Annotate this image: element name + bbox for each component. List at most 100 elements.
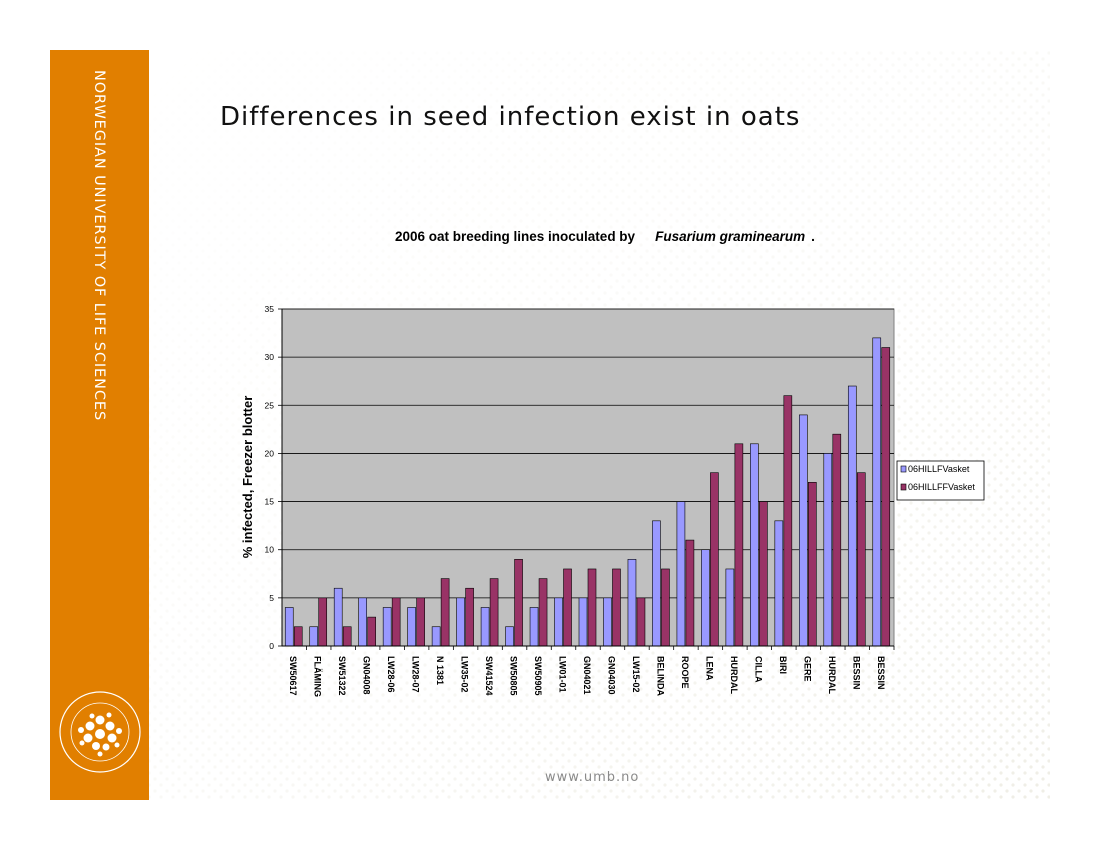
bar-series-2: [440, 578, 450, 647]
x-tick-label: GN04008: [362, 656, 372, 695]
bar-series-1: [480, 607, 490, 647]
x-tick-label: LW15-02: [631, 656, 641, 693]
bar-series-1: [676, 501, 686, 647]
bar-series-1: [652, 520, 661, 647]
bar-series-1: [456, 597, 465, 647]
bar-series-1: [554, 597, 563, 647]
bar-series-1: [309, 626, 319, 647]
y-tick-label: 30: [265, 352, 275, 362]
bar-series-1: [627, 559, 637, 647]
bar-series-1: [872, 337, 882, 647]
chart-title-main: 2006 oat breeding lines inoculated by: [395, 229, 636, 244]
bar-series-2: [587, 568, 597, 647]
bar-series-1: [725, 568, 735, 647]
bar-series-2: [367, 616, 376, 647]
bar-series-2: [734, 443, 744, 647]
bar-series-2: [465, 587, 474, 647]
x-tick-label: GN04030: [606, 656, 616, 695]
bar-series-1: [505, 626, 514, 647]
x-tick-label: SW50805: [509, 656, 519, 696]
bar-series-1: [701, 549, 710, 647]
x-tick-label: BIRI: [778, 656, 788, 674]
university-logo: [59, 691, 141, 773]
slide: NORWEGIAN UNIVERSITY OF LIFE SCIENCES Di…: [50, 50, 1050, 800]
bar-series-1: [284, 607, 294, 647]
university-sidebar: NORWEGIAN UNIVERSITY OF LIFE SCIENCES: [50, 50, 149, 800]
bar-series-1: [774, 520, 784, 647]
y-tick-label: 10: [265, 545, 275, 555]
x-tick-label: HURDAL: [729, 656, 739, 694]
bar-series-2: [808, 482, 817, 647]
x-tick-label: LW01-01: [558, 656, 568, 693]
chart-title-suffix: .: [811, 229, 815, 244]
bar-series-2: [342, 626, 352, 647]
x-tick-label: LW28-07: [411, 656, 421, 693]
x-tick-label: SW50905: [533, 656, 543, 696]
x-tick-label: CILLA: [753, 656, 763, 683]
y-tick-label: 20: [265, 448, 275, 458]
x-tick-label: SW50617: [288, 656, 298, 696]
y-tick-label: 25: [265, 400, 275, 410]
bar-series-2: [759, 501, 768, 647]
bar-series-2: [391, 597, 401, 647]
chart-title-italic: Fusarium graminearum: [655, 229, 805, 244]
legend-swatch-series-2: [900, 483, 907, 491]
x-tick-label: GN04021: [582, 656, 592, 695]
bar-series-1: [407, 607, 416, 647]
bar-series-2: [685, 539, 695, 647]
bar-series-2: [293, 626, 303, 647]
bar-series-1: [847, 385, 857, 647]
legend: 06HILLFVasket 06HILLFFVasket: [896, 460, 985, 501]
bar-series-2: [856, 472, 866, 647]
bar-series-1: [529, 607, 539, 647]
bar-series-2: [416, 597, 425, 647]
legend-label-series-1: 06HILLFVasket: [908, 464, 970, 474]
x-tick-label: BESSIN: [851, 656, 861, 690]
legend-box: [896, 460, 985, 501]
x-tick-label: BELINDA: [655, 656, 665, 696]
x-tick-label: N 1381: [435, 656, 445, 685]
bar-series-2: [514, 559, 523, 647]
x-tick-label: LW28-06: [386, 656, 396, 693]
footer-url: www.umb.no: [545, 770, 640, 785]
y-tick-label: 15: [265, 497, 275, 507]
bar-series-2: [832, 433, 842, 647]
y-tick-label: 5: [269, 593, 274, 603]
bar-series-1: [603, 597, 612, 647]
bar-series-1: [823, 453, 833, 647]
bar-chart: 2006 oat breeding lines inoculated by Fus…: [240, 229, 985, 697]
x-tick-label: GERE: [802, 656, 812, 682]
bar-series-2: [661, 568, 670, 647]
slide-title: Differences in seed infection exist in o…: [220, 102, 801, 132]
x-tick-label: LENA: [704, 656, 714, 681]
y-tick-label: 35: [265, 304, 275, 314]
x-tick-label: LW35-02: [460, 656, 470, 693]
legend-swatch-series-1: [900, 465, 907, 473]
bar-series-2: [318, 597, 328, 647]
bar-series-1: [750, 443, 759, 647]
bar-series-2: [710, 472, 719, 647]
x-tick-label: SW41524: [484, 656, 494, 696]
bar-series-2: [563, 568, 572, 647]
bar-series-2: [783, 395, 793, 647]
x-tick-label: HURDAL: [827, 656, 837, 694]
bar-series-1: [578, 597, 588, 647]
bar-series-2: [489, 578, 499, 647]
bar-series-2: [538, 578, 548, 647]
bar-series-2: [881, 347, 891, 647]
y-axis-label: % infected, Freezer blotter: [240, 396, 255, 559]
bar-series-2: [636, 597, 646, 647]
bar-series-1: [382, 607, 392, 647]
bar-series-1: [358, 597, 367, 647]
x-tick-label: BESSIN: [876, 656, 886, 690]
chart-title: 2006 oat breeding lines inoculated by Fus…: [395, 229, 815, 244]
bar-series-2: [612, 568, 621, 647]
bar-series-1: [431, 626, 441, 647]
y-tick-label: 0: [269, 641, 274, 651]
bar-series-1: [333, 587, 343, 647]
x-tick-label: SW51322: [337, 656, 347, 696]
x-tick-label: FLÄMING: [313, 656, 323, 697]
legend-label-series-2: 06HILLFFVasket: [908, 482, 975, 492]
bar-series-1: [799, 414, 808, 647]
x-tick-label: ROOPE: [680, 656, 690, 689]
